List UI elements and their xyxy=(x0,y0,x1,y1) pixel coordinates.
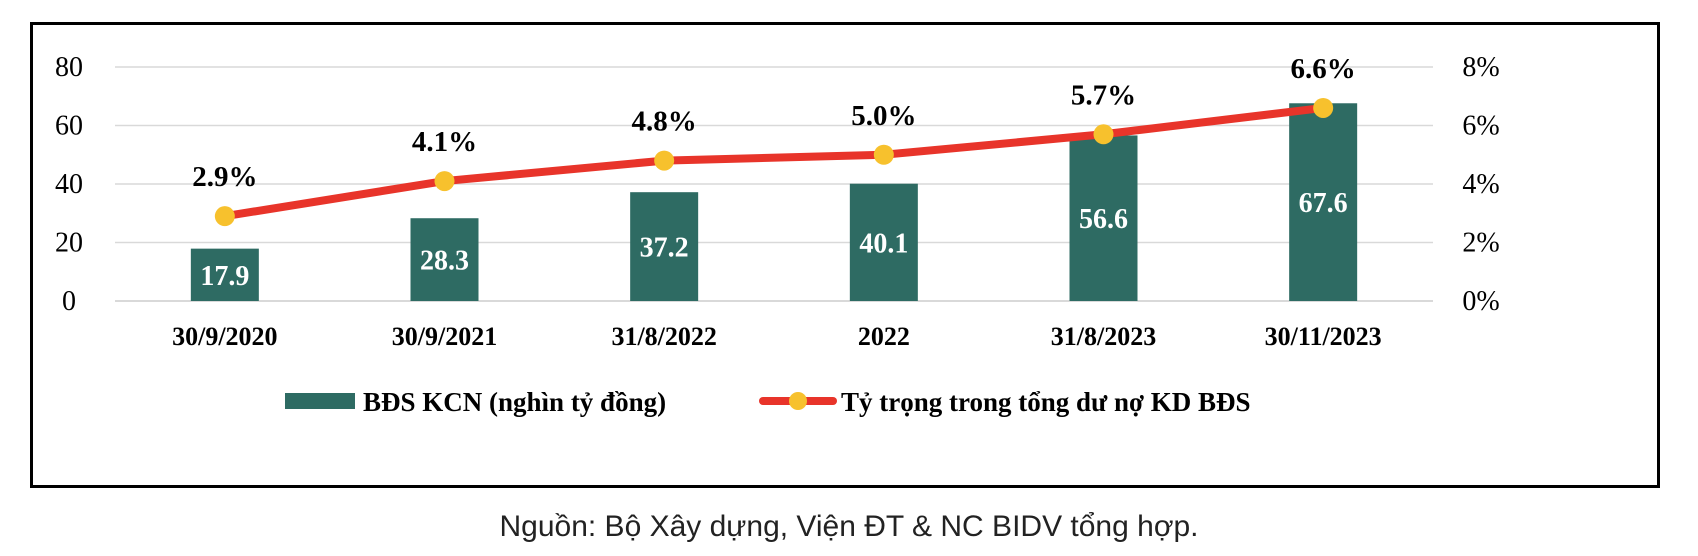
bar-value-label: 56.6 xyxy=(1079,204,1128,235)
line-point xyxy=(873,144,894,165)
right-axis-tick-label: 0% xyxy=(1462,286,1499,317)
bar-value-label: 40.1 xyxy=(859,228,908,259)
x-axis-category-label: 30/11/2023 xyxy=(1265,322,1382,351)
line-point xyxy=(214,206,235,227)
bar xyxy=(410,218,479,301)
left-axis-tick-label: 60 xyxy=(55,111,83,142)
left-axis-tick-label: 80 xyxy=(55,52,83,83)
bar xyxy=(849,183,918,301)
right-axis-tick-label: 2% xyxy=(1462,228,1499,259)
right-axis-tick-label: 8% xyxy=(1462,52,1499,83)
bar xyxy=(190,248,259,301)
legend-bar-label: BĐS KCN (nghìn tỷ đồng) xyxy=(363,387,666,417)
x-axis-category-label: 30/9/2020 xyxy=(172,322,277,351)
x-axis-category-label: 31/8/2023 xyxy=(1051,322,1156,351)
line-point-label: 4.1% xyxy=(412,126,477,158)
x-axis-category-label: 31/8/2022 xyxy=(611,322,716,351)
bar-value-label: 67.6 xyxy=(1299,188,1348,219)
line-point xyxy=(1093,124,1114,145)
line-point-label: 6.6% xyxy=(1291,53,1356,85)
left-axis-tick-label: 20 xyxy=(55,228,83,259)
legend-line-label: Tỷ trọng trong tổng dư nợ KD BĐS xyxy=(841,387,1250,417)
left-axis-tick-label: 0 xyxy=(62,286,76,317)
right-axis-tick-label: 4% xyxy=(1462,169,1499,200)
right-axis-tick-label: 6% xyxy=(1462,111,1499,142)
x-axis-category-label: 2022 xyxy=(858,322,910,351)
line-point xyxy=(434,171,455,192)
bar xyxy=(1289,103,1358,302)
line-point-label: 5.0% xyxy=(851,100,916,132)
bar-value-label: 37.2 xyxy=(640,233,689,264)
combo-chart: 0 20 40 60 80 0% 2% 4% 6% 8% 17.9 28.3 37.2 40.1 56.6 6… xyxy=(55,52,1500,417)
line-point-label: 4.8% xyxy=(632,106,697,138)
bar-value-label: 28.3 xyxy=(420,246,469,277)
line-point xyxy=(1313,97,1334,118)
line-point xyxy=(654,150,675,171)
line-point-label: 2.9% xyxy=(192,161,257,193)
line-point-label: 5.7% xyxy=(1071,79,1136,111)
legend-bar-swatch xyxy=(285,393,355,409)
bar xyxy=(1069,135,1138,301)
legend-line-marker xyxy=(789,392,807,410)
chart-frame: 0 20 40 60 80 0% 2% 4% 6% 8% 17.9 28.3 37.2 40.1 56.6 6… xyxy=(30,22,1660,488)
line-series xyxy=(220,103,1328,221)
bar-value-label: 17.9 xyxy=(200,261,249,292)
left-axis-tick-label: 40 xyxy=(55,169,83,200)
bar xyxy=(630,192,699,301)
source-note: Nguồn: Bộ Xây dựng, Viện ĐT & NC BIDV tổ… xyxy=(499,510,1199,543)
x-axis-category-label: 30/9/2021 xyxy=(392,322,497,351)
